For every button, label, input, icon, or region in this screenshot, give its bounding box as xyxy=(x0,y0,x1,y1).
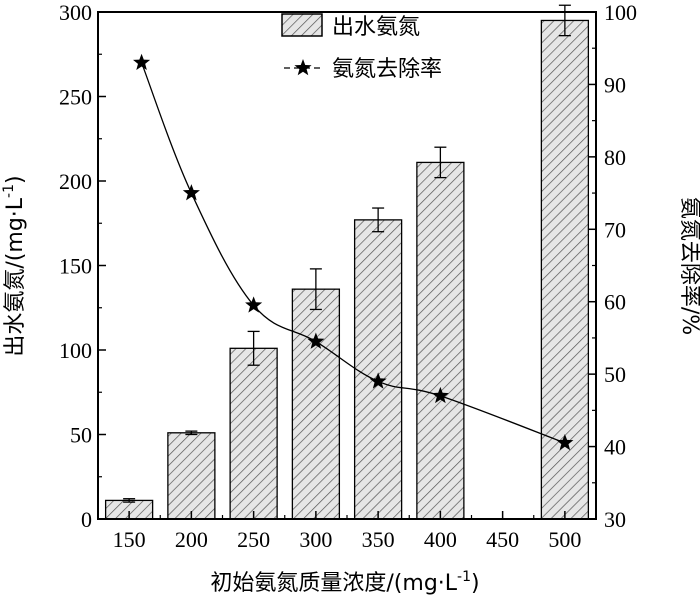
left-tick-label: 300 xyxy=(59,0,92,25)
right-y-axis-title: 氨氮去除率/% xyxy=(677,197,700,335)
left-tick-label: 100 xyxy=(59,338,92,363)
left-tick-label: 200 xyxy=(59,169,92,194)
left-tick-label: 150 xyxy=(59,254,92,279)
bar xyxy=(416,161,465,520)
x-tick-label: 400 xyxy=(424,527,457,552)
removal-rate-point xyxy=(133,53,151,70)
removal-rate-line xyxy=(140,62,566,444)
left-tick-label: 50 xyxy=(70,423,92,448)
x-tick-label: 450 xyxy=(486,527,519,552)
removal-rate-point xyxy=(182,184,200,201)
right-tick-label: 30 xyxy=(604,507,626,532)
removal-rate-line-layer xyxy=(133,53,574,451)
x-tick-label: 350 xyxy=(362,527,395,552)
right-tick-label: 40 xyxy=(604,435,626,460)
right-tick-label: 60 xyxy=(604,290,626,315)
right-tick-label: 70 xyxy=(604,217,626,242)
bar xyxy=(353,219,403,520)
bar xyxy=(167,432,216,520)
right-tick-label: 100 xyxy=(604,0,637,25)
right-tick-label: 50 xyxy=(604,362,626,387)
legend-line-label: 氨氮去除率 xyxy=(332,57,442,82)
left-tick-label: 0 xyxy=(81,507,92,532)
right-tick-label: 80 xyxy=(604,145,626,170)
legend-star-icon xyxy=(294,59,312,76)
x-tick-label: 250 xyxy=(237,527,270,552)
right-axis-ticks: 30 40 50 60 70 80 90 100 xyxy=(588,0,637,532)
bar xyxy=(291,288,341,520)
removal-rate-point xyxy=(307,332,325,349)
right-tick-label: 90 xyxy=(604,72,626,97)
legend-bar-label: 出水氨氮 xyxy=(332,15,420,40)
bars-layer xyxy=(104,4,590,520)
left-y-axis-title: 出水氨氮/(mg·L-1) xyxy=(1,175,28,356)
x-tick-label: 300 xyxy=(299,527,332,552)
legend: 出水氨氮 氨氮去除率 xyxy=(281,13,442,82)
removal-rate-point xyxy=(245,296,263,313)
x-tick-label: 500 xyxy=(548,527,581,552)
x-tick-label: 200 xyxy=(175,527,208,552)
removal-rate-point xyxy=(369,372,387,389)
bottom-axis-ticks: 150 200 250 300 350 400 450 500 xyxy=(113,511,581,552)
legend-bar-swatch xyxy=(281,13,323,37)
removal-rate-point xyxy=(556,433,574,451)
bar xyxy=(229,347,278,520)
x-axis-title: 初始氨氮质量浓度/(mg·L-1) xyxy=(210,569,479,596)
removal-rate-point xyxy=(431,386,449,404)
left-tick-label: 250 xyxy=(59,85,92,110)
left-axis-ticks: 0 50 100 150 200 250 300 xyxy=(59,0,106,532)
x-tick-label: 150 xyxy=(113,527,146,552)
